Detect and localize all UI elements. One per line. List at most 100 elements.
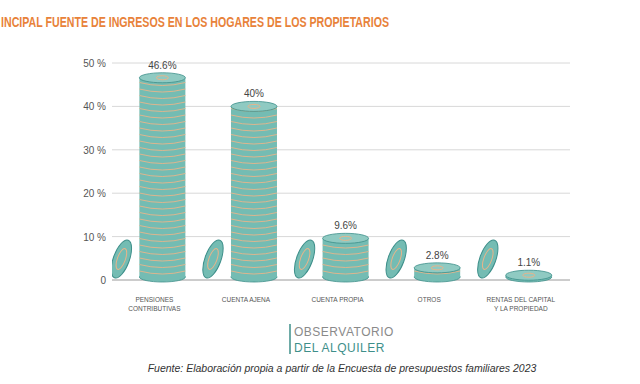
data-label: 1.1% [517, 257, 540, 268]
category-label: CUENTA PROPIA [311, 296, 364, 303]
coin-edge [231, 271, 277, 274]
coin-edge [231, 161, 277, 164]
tick-label: 40 % [83, 101, 106, 112]
coin-edge [139, 245, 185, 248]
coin-edge [139, 232, 185, 235]
tick-label: 30 % [83, 145, 106, 156]
coin-edge [231, 187, 277, 190]
logo-text: OBSERVATORIO [294, 325, 394, 339]
coin-edge [231, 252, 277, 255]
logo-text: DEL ALQUILER [294, 341, 385, 355]
coin-edge [231, 141, 277, 144]
bar [139, 78, 185, 277]
coin-decoration [205, 247, 220, 270]
coin-edge [139, 200, 185, 203]
coin-edge [139, 161, 185, 164]
coin-edge [139, 167, 185, 170]
coin-edge [231, 213, 277, 216]
coin-edge [231, 265, 277, 268]
coin-edge [139, 180, 185, 183]
coin-edge [139, 141, 185, 144]
coin-edge [231, 154, 277, 157]
category-line: PENSIONES [135, 296, 174, 303]
title: INCIPAL FUENTE DE INGRESOS EN LOS HOGARE… [1, 14, 389, 30]
coin-edge [231, 135, 277, 138]
bar [323, 238, 369, 277]
coin-edge [139, 135, 185, 138]
coin-edge [231, 258, 277, 261]
coin-edge [139, 239, 185, 242]
category-line: OTROS [418, 296, 442, 303]
coin-edge [139, 128, 185, 131]
coin-stack [199, 101, 277, 282]
coin-edge [231, 193, 277, 196]
coin-edge [139, 193, 185, 196]
coin-edge [139, 122, 185, 125]
coin-edge [323, 252, 369, 255]
coin-edge [231, 122, 277, 125]
coin-edge [139, 187, 185, 190]
coin-decoration [473, 237, 502, 280]
coin-edge [323, 258, 369, 261]
logo: OBSERVATORIO DEL ALQUILER [290, 324, 394, 355]
coin-edge [231, 239, 277, 242]
coin-edge [139, 115, 185, 118]
coin-edge [231, 232, 277, 235]
coin-symbol [431, 266, 443, 270]
category-label: CUENTA AJENA [222, 296, 271, 303]
chart: INCIPAL FUENTE DE INGRESOS EN LOS HOGARE… [0, 0, 640, 384]
category-label: OTROS [418, 296, 442, 303]
coin-edge [139, 154, 185, 157]
data-label: 46.6% [148, 60, 176, 71]
coin-symbol [340, 236, 352, 240]
stack-top [506, 270, 552, 280]
coin-edge [231, 226, 277, 229]
category-line: Y LA PROPIEDAD [494, 305, 548, 312]
coin-stack [290, 233, 368, 282]
coin-decoration [297, 247, 312, 270]
coin-decoration [389, 247, 404, 270]
coin-decoration [112, 237, 136, 280]
category-line: CONTRIBUTIVAS [128, 305, 181, 312]
coin-decoration [114, 247, 129, 270]
logo-bar [289, 324, 291, 354]
coin-decoration [290, 237, 319, 280]
tick-label: 20 % [83, 188, 106, 199]
coin-edge [139, 89, 185, 92]
coin-stack [112, 73, 185, 282]
coin-edge [139, 265, 185, 268]
coin-edge [139, 219, 185, 222]
coin-edge [139, 252, 185, 255]
coin-edge [139, 102, 185, 105]
coin-edge [139, 226, 185, 229]
coin-edge [231, 200, 277, 203]
data-label: 9.6% [334, 220, 357, 231]
coin-decoration [480, 247, 495, 270]
coin-edge [231, 167, 277, 170]
tick-label: 0 [100, 275, 106, 286]
stack-top [139, 73, 185, 83]
category-label: RENTAS DEL CAPITALY LA PROPIEDAD [487, 296, 556, 312]
coin-stack [473, 237, 551, 282]
coin-stack [382, 237, 460, 282]
bars [112, 73, 552, 282]
coin-edge [139, 174, 185, 177]
category-line: CUENTA PROPIA [311, 296, 364, 303]
coin-edge [139, 271, 185, 274]
coin-edge [139, 213, 185, 216]
stack-top [323, 233, 369, 243]
data-label: 2.8% [426, 250, 449, 261]
grid-line [112, 63, 570, 64]
grid [112, 63, 570, 280]
coin-edge [139, 148, 185, 151]
coin-symbol [248, 104, 260, 108]
bar [231, 106, 277, 277]
coin-edge [231, 206, 277, 209]
y-axis [112, 63, 113, 280]
coin-edge [231, 115, 277, 118]
data-label: 40% [244, 88, 264, 99]
coin-edge [139, 206, 185, 209]
coin-symbol [156, 76, 168, 80]
stack-top [414, 263, 460, 273]
stack-top [231, 101, 277, 111]
